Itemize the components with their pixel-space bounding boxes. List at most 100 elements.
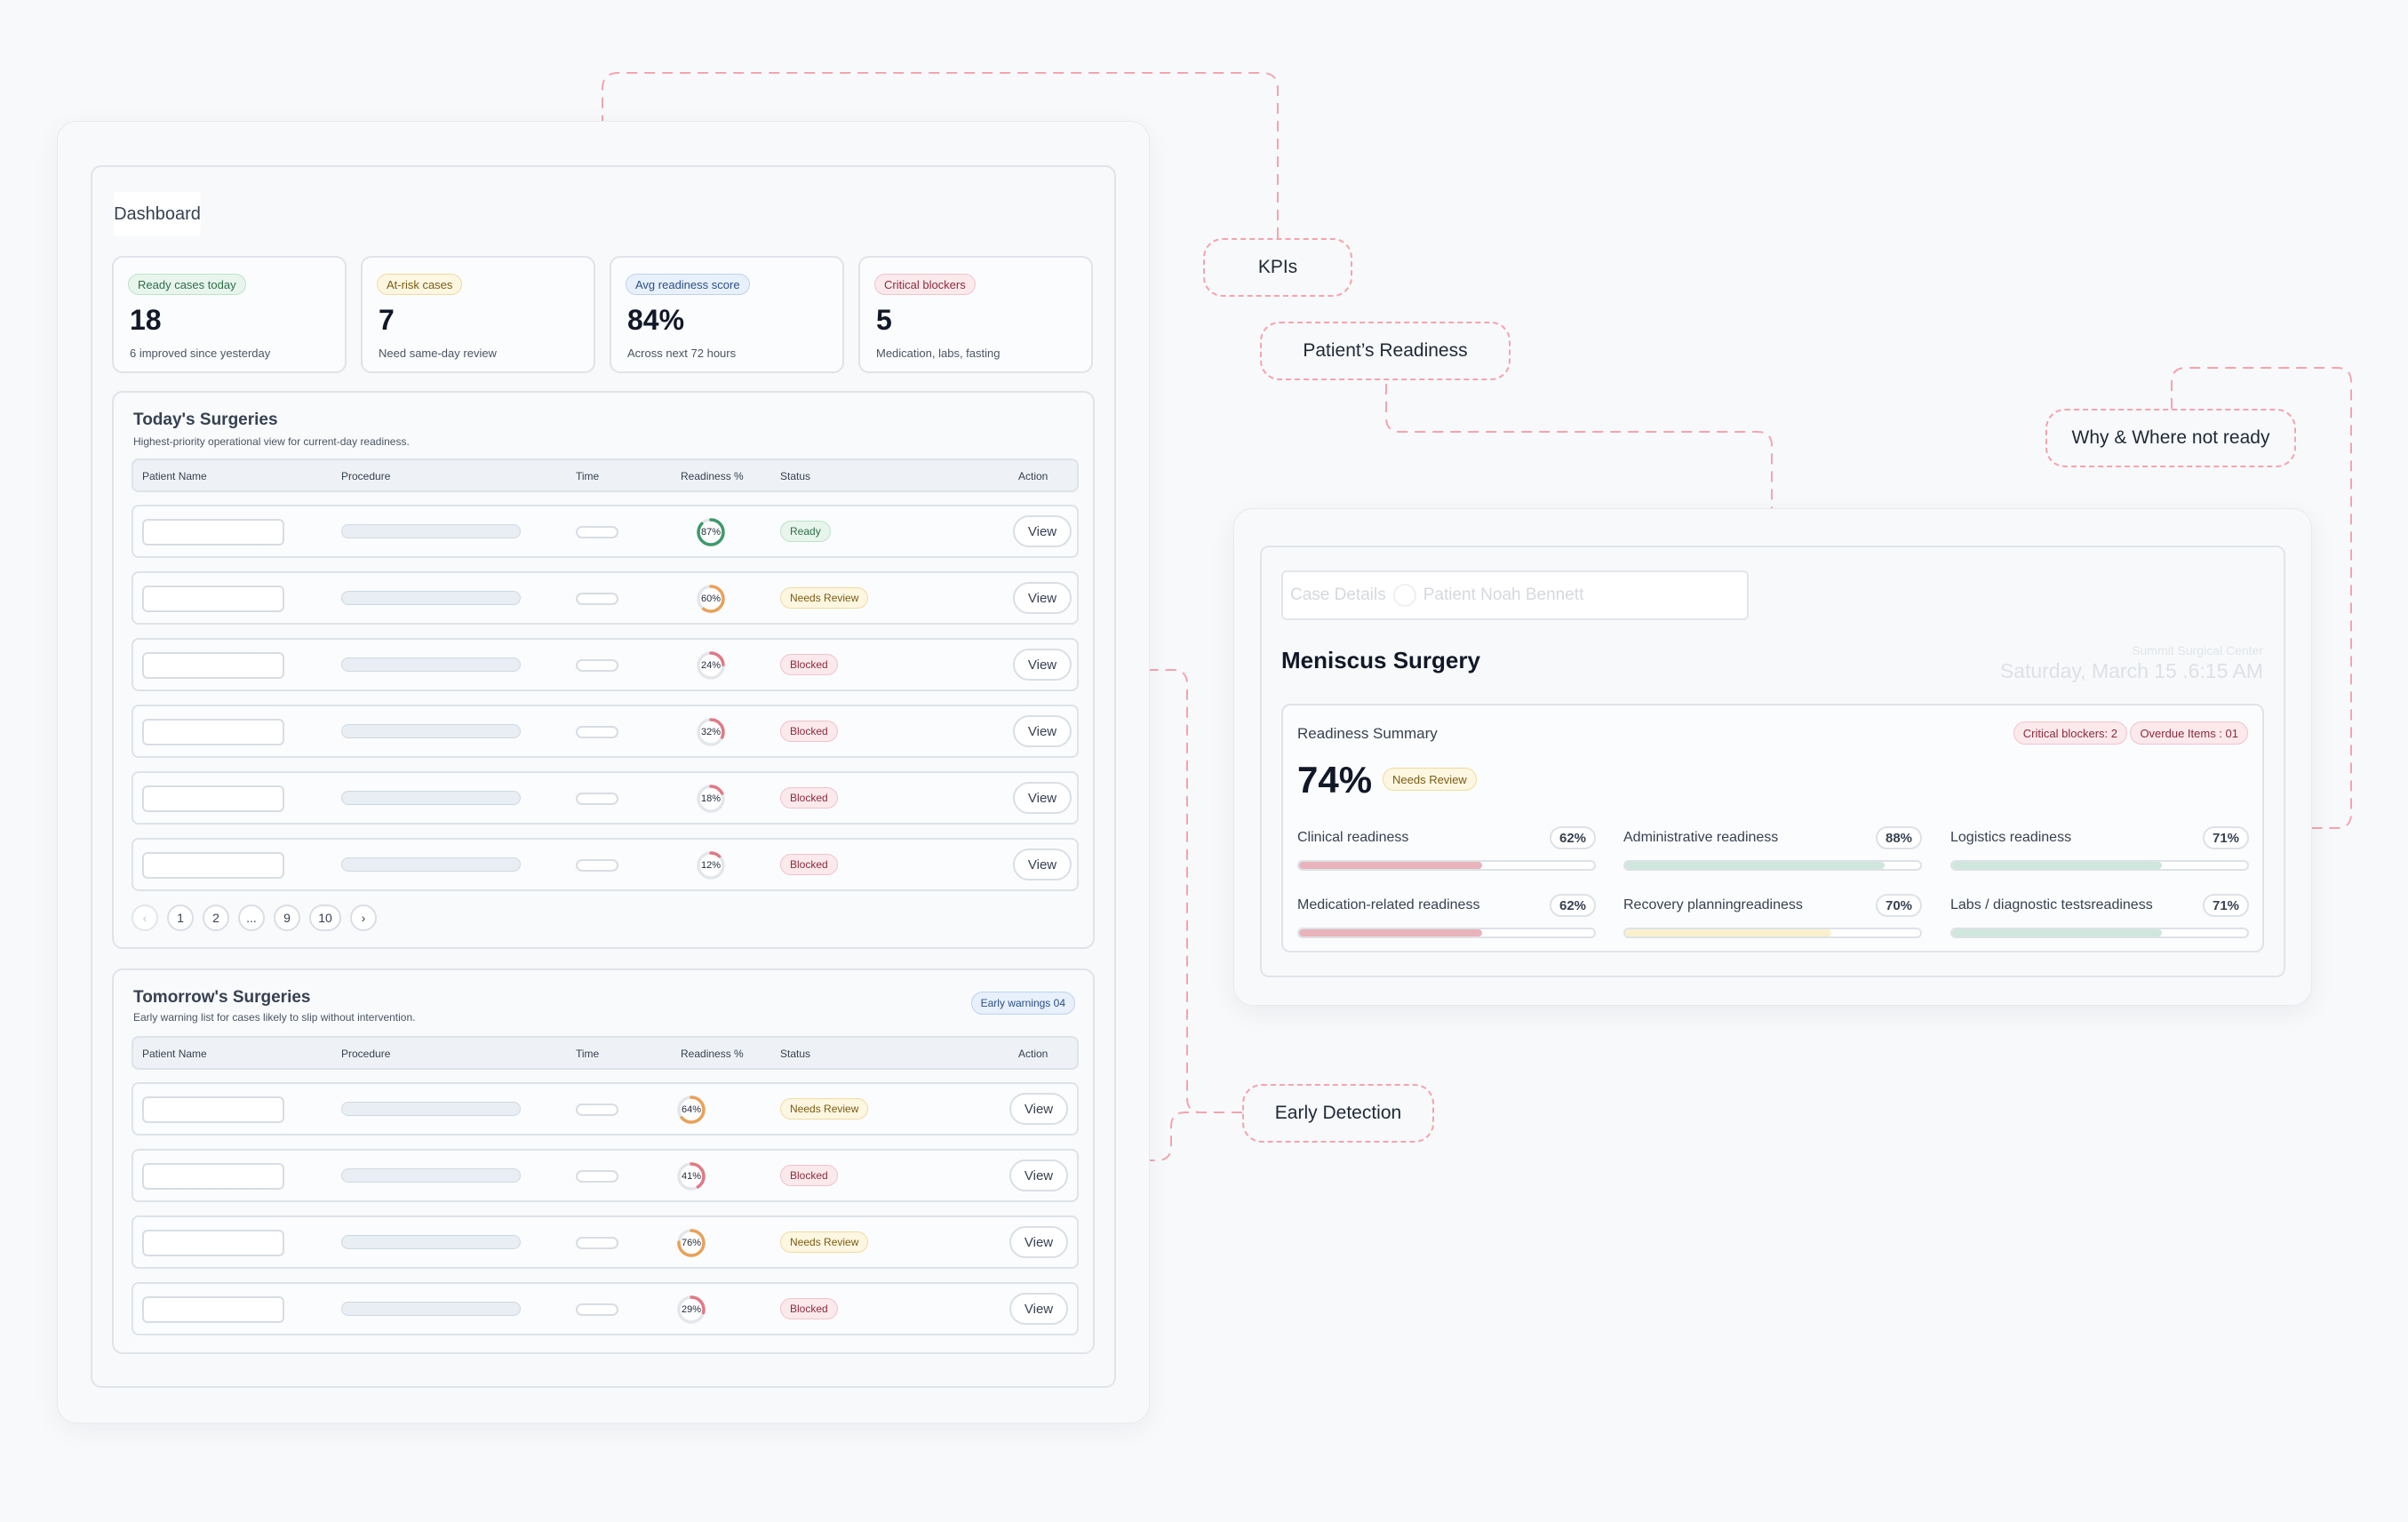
bar-percent: 88%: [1876, 826, 1922, 849]
patient-name-placeholder: [142, 785, 284, 812]
table-row[interactable]: 24% Blocked View: [132, 638, 1079, 691]
page-1-button[interactable]: 1: [167, 904, 194, 931]
table-row[interactable]: 29% Blocked View: [132, 1282, 1079, 1335]
kpi-label: At-risk cases: [377, 274, 463, 295]
summary-status-badge: Needs Review: [1383, 768, 1477, 791]
bar-percent: 62%: [1550, 826, 1596, 849]
procedure-placeholder: [341, 591, 521, 605]
procedure-placeholder: [341, 857, 521, 872]
view-button[interactable]: View: [1013, 782, 1072, 814]
tomorrow-surgeries-section: Tomorrow's Surgeries Early warning list …: [112, 968, 1095, 1354]
view-button[interactable]: View: [1009, 1159, 1068, 1191]
status-badge: Blocked: [780, 1165, 838, 1186]
col-readiness: Readiness %: [681, 470, 744, 482]
time-placeholder: [576, 793, 618, 805]
table-row[interactable]: 87% Ready View: [132, 505, 1079, 558]
procedure-placeholder: [341, 524, 521, 538]
section-subtitle: Early warning list for cases likely to s…: [133, 1011, 416, 1024]
readiness-ring-graphic: [697, 651, 725, 680]
critical-blockers-badge: Critical blockers: 2: [2013, 721, 2127, 745]
breadcrumb-patient[interactable]: Patient Noah Bennett: [1423, 586, 1584, 604]
col-action: Action: [1018, 470, 1049, 482]
page-9-button[interactable]: 9: [274, 904, 300, 931]
view-button[interactable]: View: [1009, 1093, 1068, 1125]
kpi-value: 84%: [627, 304, 685, 336]
readiness-ring-graphic: [677, 1096, 706, 1124]
readiness-value: 87%: [700, 527, 722, 538]
patient-name-placeholder: [142, 1296, 284, 1323]
col-procedure: Procedure: [341, 470, 391, 482]
bar-fill: [1299, 929, 1482, 936]
kpi-subtext: 6 improved since yesterday: [130, 347, 271, 360]
kpi-card-ready[interactable]: Ready cases today 18 6 improved since ye…: [112, 256, 347, 373]
readiness-ring: 76%: [675, 1227, 707, 1259]
view-button[interactable]: View: [1013, 715, 1072, 747]
time-placeholder: [576, 1303, 618, 1316]
overdue-items-badge: Overdue Items : 01: [2130, 721, 2248, 745]
patient-name-placeholder: [142, 519, 284, 546]
section-title: Tomorrow's Surgeries: [133, 988, 311, 1007]
time-placeholder: [576, 1104, 618, 1116]
kpi-label: Ready cases today: [128, 274, 246, 295]
view-button[interactable]: View: [1013, 515, 1072, 547]
status-badge: Needs Review: [780, 1098, 869, 1120]
table-row[interactable]: 60% Needs Review View: [132, 571, 1079, 625]
time-placeholder: [576, 859, 618, 872]
table-row[interactable]: 32% Blocked View: [132, 705, 1079, 758]
bar-track: [1623, 860, 1922, 871]
breadcrumb-case-details[interactable]: Case Details: [1290, 586, 1386, 604]
callout-early-detection: Early Detection: [1242, 1084, 1434, 1143]
time-placeholder: [576, 1237, 618, 1249]
readiness-summary-card: Readiness Summary Critical blockers: 2 O…: [1281, 704, 2264, 952]
kpi-label: Critical blockers: [874, 274, 976, 295]
kpi-card-critical-blockers[interactable]: Critical blockers 5 Medication, labs, fa…: [858, 256, 1093, 373]
table-row[interactable]: 64% Needs Review View: [132, 1082, 1079, 1136]
time-placeholder: [576, 1170, 618, 1183]
page-title: Dashboard: [114, 192, 201, 236]
page-2-button[interactable]: 2: [203, 904, 229, 931]
view-button[interactable]: View: [1013, 649, 1072, 681]
table-row[interactable]: 41% Blocked View: [132, 1149, 1079, 1202]
col-status: Status: [780, 1048, 811, 1060]
readiness-ring-graphic: [677, 1229, 706, 1257]
bar-fill: [1625, 862, 1886, 869]
kpi-card-avg-readiness[interactable]: Avg readiness score 84% Across next 72 h…: [610, 256, 844, 373]
view-button[interactable]: View: [1009, 1293, 1068, 1325]
table-row[interactable]: 12% Blocked View: [132, 838, 1079, 891]
section-subtitle: Highest-priority operational view for cu…: [133, 435, 410, 448]
table-row[interactable]: 18% Blocked View: [132, 771, 1079, 825]
callout-kpis: KPIs: [1203, 238, 1352, 297]
kpi-subtext: Medication, labs, fasting: [876, 347, 1001, 360]
bar-label: Medication-related readiness: [1297, 897, 1480, 912]
page-10-button[interactable]: 10: [309, 904, 341, 931]
view-button[interactable]: View: [1009, 1226, 1068, 1258]
readiness-ring: 32%: [695, 716, 727, 748]
readiness-ring: 87%: [695, 516, 727, 548]
breadcrumb: Case Details Patient Noah Bennett: [1281, 570, 1749, 620]
readiness-value: 32%: [700, 727, 722, 737]
status-badge: Blocked: [780, 1298, 838, 1319]
breadcrumb-separator-icon: [1392, 584, 1416, 607]
kpi-card-at-risk[interactable]: At-risk cases 7 Need same-day review: [361, 256, 595, 373]
readiness-ring-graphic: [697, 718, 725, 746]
callout-why-where: Why & Where not ready: [2045, 409, 2296, 467]
patient-name-placeholder: [142, 586, 284, 612]
status-badge: Ready: [780, 521, 831, 542]
bar-label: Logistics readiness: [1950, 830, 2072, 845]
readiness-ring-graphic: [677, 1295, 706, 1324]
kpi-value: 18: [130, 304, 162, 336]
prev-page-button[interactable]: ‹: [132, 904, 158, 931]
summary-title: Readiness Summary: [1297, 725, 1438, 742]
procedure-placeholder: [341, 1302, 521, 1316]
bar-label: Clinical readiness: [1297, 830, 1409, 845]
readiness-value: 60%: [700, 594, 722, 604]
next-page-button[interactable]: ›: [350, 904, 377, 931]
view-button[interactable]: View: [1013, 849, 1072, 881]
col-time: Time: [576, 1048, 600, 1060]
time-placeholder: [576, 659, 618, 672]
col-status: Status: [780, 470, 811, 482]
view-button[interactable]: View: [1013, 582, 1072, 614]
table-row[interactable]: 76% Needs Review View: [132, 1215, 1079, 1269]
patient-name-placeholder: [142, 1230, 284, 1256]
procedure-placeholder: [341, 1102, 521, 1116]
